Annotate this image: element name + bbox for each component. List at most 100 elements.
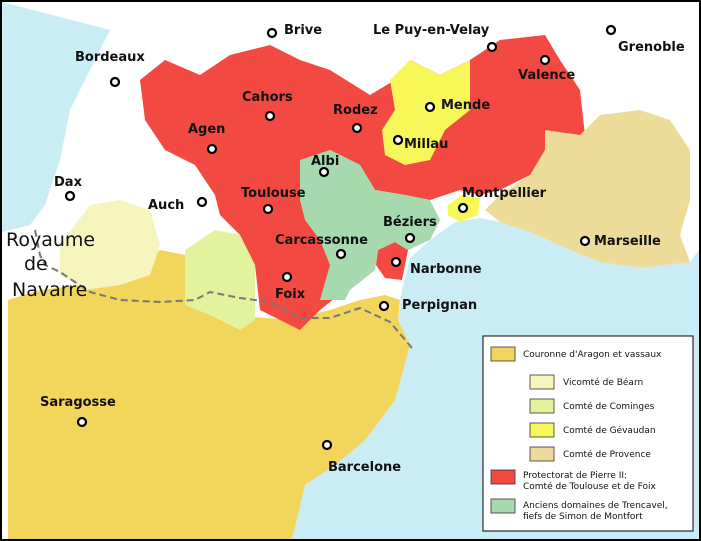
city-label: Agen — [188, 122, 225, 137]
navarre-label-line2: de — [24, 253, 48, 275]
city-valence: Valence — [518, 54, 575, 83]
city-dot — [206, 143, 218, 155]
legend-swatch-protectorat — [490, 469, 516, 485]
legend: Couronne d'Aragon et vassaux Vicomté de … — [482, 335, 694, 532]
region-trencavel — [300, 150, 440, 300]
legend-swatch-trencavel — [490, 498, 516, 514]
city-dot — [262, 203, 274, 215]
city-grenoble: Grenoble — [605, 24, 685, 55]
city-dot — [64, 190, 76, 202]
navarre-label-line3: Navarre — [12, 279, 87, 301]
city-dax: Dax — [54, 175, 83, 202]
city-label: Rodez — [333, 103, 378, 118]
city-label: Albi — [311, 154, 339, 169]
city-dot — [264, 110, 276, 122]
city-brive: Brive — [266, 23, 322, 39]
city-label: Le Puy-en-Velay — [373, 23, 490, 38]
city-foix: Foix — [275, 271, 306, 302]
legend-swatch-bearn — [529, 374, 555, 390]
city-label: Barcelone — [328, 460, 401, 475]
city-dot — [266, 27, 278, 39]
city-dot — [579, 235, 591, 247]
legend-label-aragon: Couronne d'Aragon et vassaux — [523, 350, 662, 360]
city-label: Cahors — [242, 90, 293, 105]
city-label: Montpellier — [462, 186, 547, 201]
border-navarre — [34, 229, 413, 349]
city-dot — [76, 416, 88, 428]
city-label: Foix — [275, 287, 306, 302]
city-label: Millau — [404, 137, 448, 152]
legend-label-gevaudan: Comté de Gévaudan — [563, 425, 656, 436]
city-label: Valence — [518, 68, 575, 83]
region-provence — [485, 110, 690, 268]
legend-box — [482, 335, 694, 532]
city-dot — [486, 41, 498, 53]
legend-label-trencavel-1: Anciens domaines de Trencavel, — [523, 501, 668, 511]
navarre-label-line1: Royaume — [6, 229, 95, 251]
region-gevaudan — [382, 60, 470, 165]
city-label: Perpignan — [402, 298, 477, 313]
legend-swatch-gevaudan — [529, 422, 555, 438]
city-label: Brive — [284, 23, 322, 38]
city-barcelone: Barcelone — [321, 439, 401, 475]
city-label: Toulouse — [241, 186, 306, 201]
legend-label-protectorat-2: Comté de Toulouse et de Foix — [523, 481, 656, 492]
city-label: Béziers — [383, 215, 437, 230]
region-label-navarre: Royaume de Navarre — [6, 229, 95, 301]
city-carcassonne: Carcassonne — [275, 233, 368, 260]
city-agen: Agen — [188, 122, 225, 155]
city-dot — [390, 256, 402, 268]
region-comminges — [185, 230, 255, 330]
city-toulouse: Toulouse — [241, 186, 306, 215]
city-label: Dax — [54, 175, 83, 190]
city-montpellier: Montpellier — [457, 186, 547, 214]
city-albi: Albi — [311, 154, 339, 178]
legend-label-provence: Comté de Provence — [563, 449, 651, 460]
legend-swatch-provence — [529, 446, 555, 462]
region-bearn — [60, 200, 160, 290]
city-label: Marseille — [594, 234, 661, 249]
city-dot — [457, 202, 469, 214]
legend-label-comminges: Comté de Cominges — [563, 401, 655, 412]
legend-label-protectorat-1: Protectorat de Pierre II: — [523, 471, 627, 481]
city-label: Carcassonne — [275, 233, 368, 248]
city-dot — [318, 166, 330, 178]
city-dot — [335, 248, 347, 260]
city-label: Grenoble — [618, 40, 685, 55]
city-perpignan: Perpignan — [378, 298, 477, 313]
region-protectorat — [140, 35, 585, 330]
city-dot — [378, 300, 390, 312]
city-dot — [321, 439, 333, 451]
city-dot — [351, 122, 363, 134]
legend-swatch-comminges — [529, 398, 555, 414]
city-dot — [539, 54, 551, 66]
city-label: Auch — [148, 198, 184, 213]
city-dot — [196, 196, 208, 208]
legend-label-bearn: Vicomté de Béarn — [563, 377, 643, 388]
city-bordeaux: Bordeaux — [75, 50, 145, 88]
city-narbonne: Narbonne — [390, 256, 482, 277]
city-label: Narbonne — [410, 262, 482, 277]
city-auch: Auch — [148, 196, 208, 213]
city-dot — [404, 232, 416, 244]
city-beziers: Béziers — [383, 215, 437, 244]
legend-label-trencavel-2: fiefs de Simon de Montfort — [523, 512, 643, 522]
city-saragosse: Saragosse — [40, 395, 116, 428]
city-millau: Millau — [392, 134, 448, 152]
region-aragon — [8, 250, 410, 539]
city-dot — [605, 24, 617, 36]
city-marseille: Marseille — [579, 234, 661, 249]
city-le-puy: Le Puy-en-Velay — [373, 23, 498, 53]
city-mende: Mende — [424, 98, 490, 113]
city-label: Mende — [441, 98, 490, 113]
city-cahors: Cahors — [242, 90, 293, 122]
city-dot — [424, 101, 436, 113]
city-label: Bordeaux — [75, 50, 145, 65]
city-rodez: Rodez — [333, 103, 378, 134]
city-dot — [392, 134, 404, 146]
city-label: Saragosse — [40, 395, 116, 410]
city-dot — [281, 271, 293, 283]
city-dot — [109, 76, 121, 88]
legend-swatch-aragon — [490, 346, 516, 362]
